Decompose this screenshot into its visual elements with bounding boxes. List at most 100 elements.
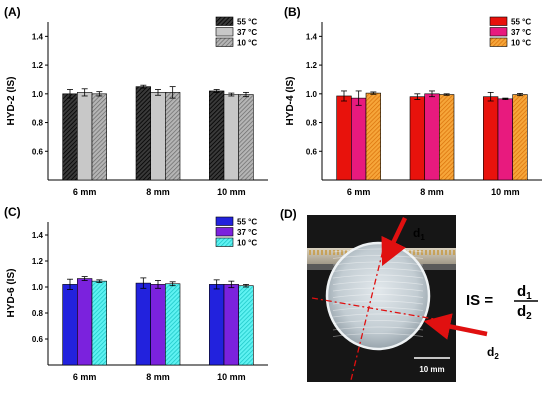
legend-swatch bbox=[215, 27, 234, 37]
legend-label: 55 °C bbox=[237, 18, 257, 27]
disc-layer-line bbox=[332, 281, 424, 285]
bar-8mm-series-3 bbox=[165, 283, 181, 366]
x-category-label: 10 mm bbox=[217, 187, 246, 197]
formula-numerator: d1 bbox=[517, 283, 532, 302]
y-tick-label: 1.4 bbox=[32, 32, 44, 41]
bar-10mm-series-3 bbox=[238, 285, 254, 366]
sample-disc bbox=[325, 241, 431, 351]
disc-layer-line bbox=[332, 333, 424, 337]
legend-label: 10 °C bbox=[237, 39, 257, 48]
legend-swatch bbox=[489, 16, 508, 26]
bar-6mm-series-2 bbox=[351, 97, 367, 181]
disc-layer-line bbox=[332, 261, 424, 266]
rail-tooth bbox=[321, 250, 323, 255]
panel-b-label: (B) bbox=[284, 5, 301, 19]
legend-swatch bbox=[215, 227, 234, 237]
x-category-label: 8 mm bbox=[146, 187, 170, 197]
disc-texture bbox=[332, 248, 424, 337]
disc-layer-line bbox=[332, 307, 424, 311]
rail-tooth bbox=[313, 250, 315, 255]
y-axis-label: HYD-2 (IS) bbox=[6, 77, 17, 126]
bar-6mm-series-3 bbox=[91, 93, 107, 181]
arrow-d1 bbox=[381, 217, 408, 267]
x-category-label: 6 mm bbox=[347, 187, 371, 197]
y-tick-label: 0.8 bbox=[32, 309, 44, 318]
legend-label: 37 °C bbox=[511, 28, 531, 37]
y-tick-label: 1.0 bbox=[32, 90, 44, 99]
bar-6mm-series-2 bbox=[77, 92, 93, 181]
disc-layer-line bbox=[332, 320, 424, 324]
y-tick-label: 0.6 bbox=[306, 147, 318, 156]
legend: 55 °C37 °C 10 °C bbox=[489, 16, 531, 48]
panel-d-photo: (D) d1 d2 IS = d1 d2 10 mm bbox=[280, 207, 538, 382]
y-tick-label: 0.8 bbox=[306, 119, 318, 128]
legend-label: 55 °C bbox=[511, 18, 531, 27]
bar-10mm-series-3 bbox=[512, 94, 528, 181]
bar-6mm-series-3 bbox=[91, 280, 107, 366]
panel-b-chart: (B) 0.6 0.8 1.0 1.2 1.4 HYD-4 (IS) 6 mm 8 mm 10 m… bbox=[284, 5, 542, 197]
rail-tooth bbox=[345, 250, 347, 255]
y-tick-label: 0.8 bbox=[32, 119, 44, 128]
rail-tooth bbox=[421, 250, 423, 255]
arrow-d2 bbox=[423, 313, 488, 340]
legend-label: 37 °C bbox=[237, 228, 257, 237]
rail-tooth bbox=[425, 250, 427, 255]
bar-6mm-series-2 bbox=[77, 278, 93, 366]
disc-layer-line bbox=[332, 274, 424, 279]
scale-bar-label: 10 mm bbox=[419, 365, 444, 374]
rail-tooth bbox=[341, 250, 343, 255]
bar-8mm-series-1 bbox=[135, 282, 151, 366]
y-tick-label: 0.6 bbox=[32, 147, 44, 156]
legend-swatch bbox=[215, 16, 234, 26]
x-category-label: 8 mm bbox=[420, 187, 444, 197]
y-axis-label: HYD-6 (IS) bbox=[6, 269, 17, 318]
bar-10mm-series-1 bbox=[209, 284, 225, 366]
legend-label: 55 °C bbox=[237, 218, 257, 227]
bar-6mm-series-1 bbox=[62, 93, 78, 181]
y-tick-label: 1.0 bbox=[32, 283, 44, 292]
rail-tooth bbox=[453, 250, 455, 255]
bar-6mm-series-1 bbox=[62, 284, 78, 366]
y-tick-label: 1.4 bbox=[32, 231, 44, 240]
x-category-label: 6 mm bbox=[73, 372, 97, 382]
bar-8mm-series-2 bbox=[424, 93, 440, 181]
rail-tooth bbox=[317, 250, 319, 255]
legend-swatch bbox=[215, 216, 234, 226]
bar-8mm-series-3 bbox=[165, 92, 181, 181]
disc-layer-line bbox=[332, 287, 424, 292]
bar-8mm-series-3 bbox=[439, 94, 455, 181]
panel-a-chart: (A) 0.6 0.8 1.0 1.2 1.4 HYD-2 (IS) 6 mm 8 mm 10 m… bbox=[4, 5, 268, 197]
legend-label: 10 °C bbox=[511, 39, 531, 48]
x-category-label: 6 mm bbox=[73, 187, 97, 197]
y-tick-label: 1.2 bbox=[32, 257, 44, 266]
bar-8mm-series-1 bbox=[409, 96, 425, 181]
bar-8mm-series-2 bbox=[150, 92, 166, 181]
bar-10mm-series-2 bbox=[497, 98, 513, 181]
x-category-label: 10 mm bbox=[491, 187, 520, 197]
diameter-d1-line bbox=[350, 237, 387, 381]
bar-6mm-series-3 bbox=[365, 92, 381, 181]
bar-10mm-series-2 bbox=[223, 94, 239, 181]
rail-tooth bbox=[433, 250, 435, 255]
legend-swatch bbox=[215, 37, 234, 47]
rail-tooth bbox=[441, 250, 443, 255]
formula-denominator: d2 bbox=[517, 303, 532, 322]
disc-layer-line bbox=[332, 255, 424, 259]
bar-8mm-series-1 bbox=[135, 86, 151, 181]
panel-c-chart: (C) 0.6 0.8 1.0 1.2 1.4 HYD-6 (IS) 6 mm 8 mm 10 m… bbox=[4, 205, 268, 382]
x-category-label: 8 mm bbox=[146, 372, 170, 382]
rail-tooth bbox=[437, 250, 439, 255]
legend: 55 °C37 °C 10 °C bbox=[215, 16, 257, 48]
bar-10mm-series-3 bbox=[238, 94, 254, 181]
y-tick-label: 1.4 bbox=[306, 32, 318, 41]
legend-label: 10 °C bbox=[237, 239, 257, 248]
legend-label: 37 °C bbox=[237, 28, 257, 37]
bar-6mm-series-1 bbox=[336, 95, 352, 181]
y-tick-label: 0.6 bbox=[32, 335, 44, 344]
legend-swatch bbox=[215, 237, 234, 247]
panel-d-label: (D) bbox=[280, 207, 297, 221]
rail-tooth bbox=[337, 250, 339, 255]
panel-c-label: (C) bbox=[4, 205, 21, 219]
disc-layer-line bbox=[332, 248, 424, 253]
rail-tooth bbox=[445, 250, 447, 255]
